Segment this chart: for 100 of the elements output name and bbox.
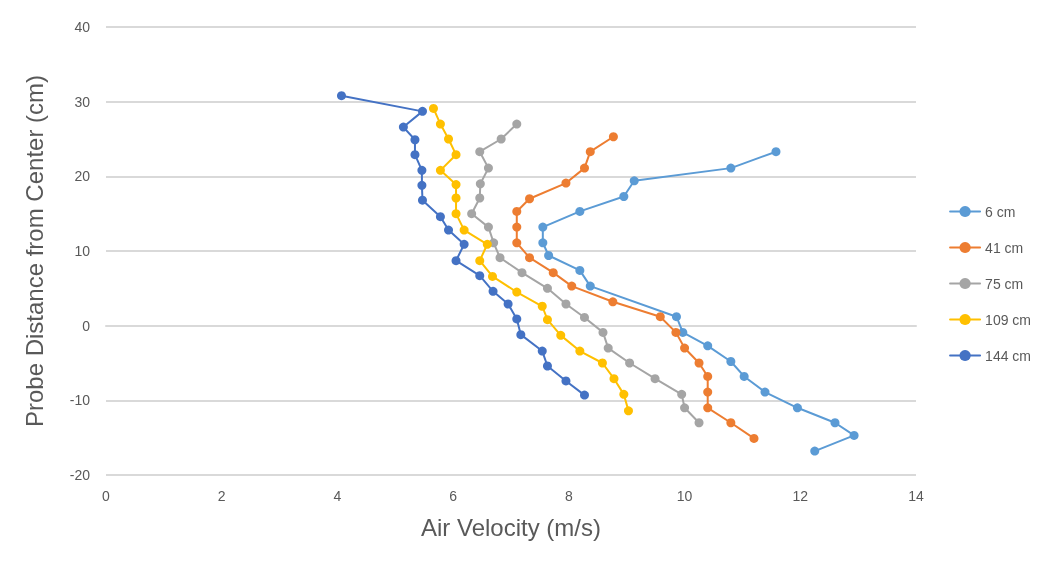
point [597, 358, 607, 368]
point [475, 193, 485, 203]
point [703, 371, 713, 381]
y-tick-label: 30 [74, 93, 91, 110]
point [417, 165, 427, 175]
point [625, 358, 635, 368]
point [561, 178, 571, 188]
point [542, 283, 552, 293]
point [585, 147, 595, 157]
point [629, 176, 639, 186]
legend-label: 41 cm [985, 239, 1024, 256]
point [680, 343, 690, 353]
point [495, 253, 505, 263]
y-axis-title: Probe Distance from Center (cm) [20, 74, 48, 428]
point [671, 327, 681, 337]
y-tick-label: -10 [69, 392, 91, 409]
point [483, 222, 493, 232]
point [760, 387, 770, 397]
point [459, 239, 469, 249]
point [512, 206, 522, 216]
point [444, 225, 454, 235]
legend-label: 144 cm [985, 347, 1032, 364]
point [694, 418, 704, 428]
point [603, 343, 613, 353]
point [655, 312, 665, 322]
point [512, 119, 522, 129]
point [739, 371, 749, 381]
point [435, 119, 445, 129]
point [575, 346, 585, 356]
point [475, 256, 485, 266]
point [608, 132, 618, 142]
point [487, 271, 497, 281]
point [435, 212, 445, 222]
point [475, 271, 485, 281]
point [475, 179, 485, 189]
point [444, 134, 454, 144]
point [538, 222, 548, 232]
point [488, 286, 498, 296]
point [512, 287, 522, 297]
point [726, 357, 736, 366]
point [792, 403, 802, 413]
point [810, 446, 820, 456]
point [598, 327, 608, 337]
point [609, 374, 619, 384]
point [677, 389, 687, 399]
point [694, 358, 704, 368]
y-tick-label: 20 [74, 168, 91, 185]
point [451, 209, 461, 219]
point [619, 192, 629, 201]
point [680, 403, 690, 413]
point [451, 193, 461, 203]
point [542, 361, 552, 371]
point [417, 195, 427, 205]
point [538, 238, 548, 248]
point [579, 390, 589, 400]
point [567, 281, 577, 291]
point [503, 299, 513, 309]
point [336, 91, 346, 101]
x-tick-label: 14 [908, 488, 924, 504]
point [771, 147, 781, 157]
x-tick-label: 8 [564, 488, 573, 504]
y-tick-label: -20 [69, 467, 91, 483]
point [671, 312, 681, 322]
point [561, 299, 571, 309]
point [517, 268, 527, 278]
point [459, 225, 469, 235]
point [467, 209, 477, 219]
point [525, 253, 535, 263]
x-tick-label: 4 [333, 488, 342, 504]
point [703, 403, 713, 413]
point [556, 330, 566, 340]
point [496, 134, 506, 144]
point [650, 374, 660, 384]
point [398, 122, 408, 132]
point [726, 163, 736, 173]
legend-label: 109 cm [985, 311, 1032, 328]
y-tick-label: 0 [82, 317, 91, 334]
point [544, 250, 554, 260]
y-tick-label: 10 [74, 243, 91, 259]
point [726, 418, 736, 428]
point [417, 180, 427, 190]
point [561, 376, 571, 386]
x-axis-title: Air Velocity (m/s) [420, 513, 602, 541]
point [475, 147, 485, 157]
x-tick-label: 6 [449, 488, 458, 504]
point [579, 312, 589, 322]
point [512, 222, 522, 232]
x-tick-label: 10 [676, 488, 693, 504]
point [537, 346, 547, 356]
point [623, 406, 633, 416]
legend-label: 6 cm [985, 203, 1016, 220]
point [512, 314, 522, 324]
y-tick-label: 40 [74, 19, 91, 35]
point [525, 194, 535, 204]
point [451, 180, 461, 190]
point [749, 433, 759, 443]
point [451, 150, 461, 160]
legend-label: 75 cm [985, 275, 1024, 292]
x-tick-label: 12 [792, 488, 809, 504]
point [410, 135, 420, 145]
